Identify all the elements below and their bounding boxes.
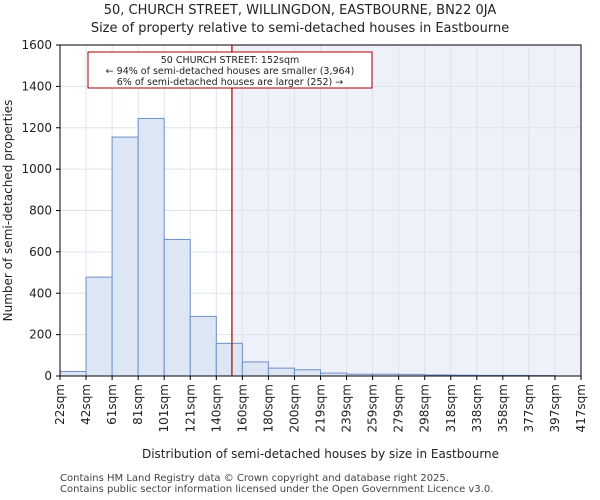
histogram-bar	[85, 276, 113, 377]
histogram-bar	[163, 238, 191, 377]
x-tick-label: 121sqm	[183, 384, 197, 432]
x-tick-label: 180sqm	[261, 384, 275, 432]
histogram-bar	[267, 367, 295, 377]
x-tick-label: 417sqm	[574, 384, 588, 432]
y-tick-label: 1600	[21, 38, 52, 52]
y-axis-label: Number of semi-detached properties	[1, 100, 15, 322]
y-tick-label: 200	[29, 328, 52, 342]
y-tick-label: 1000	[21, 162, 52, 176]
x-tick-label: 22sqm	[53, 384, 67, 425]
x-tick-label: 140sqm	[209, 384, 223, 432]
x-tick-label: 101sqm	[157, 384, 171, 432]
x-tick-label: 219sqm	[314, 384, 328, 432]
x-tick-label: 377sqm	[522, 384, 536, 432]
y-tick-label: 1200	[21, 121, 52, 135]
x-tick-label: 61sqm	[105, 384, 119, 425]
x-tick-label: 81sqm	[131, 384, 145, 425]
x-tick-label: 160sqm	[235, 384, 249, 432]
histogram-bar	[241, 361, 269, 377]
chart-title: Size of property relative to semi-detach…	[90, 21, 510, 36]
chart-title-address: 50, CHURCH STREET, WILLINGDON, EASTBOURN…	[103, 3, 497, 18]
histogram-bar	[59, 370, 87, 377]
histogram-bar	[111, 136, 139, 377]
footer-copyright: Contains HM Land Registry data © Crown c…	[60, 473, 449, 484]
histogram-chart: 0 200 400 600 800 1000 1200 1400 1600 22sqm 42sqm 6…	[1, 38, 588, 461]
x-tick-label: 318sqm	[444, 384, 458, 432]
x-axis-label: Distribution of semi-detached houses by …	[142, 447, 499, 461]
x-tick-label: 338sqm	[470, 384, 484, 432]
annotation-box	[87, 51, 373, 89]
y-tick-label: 400	[29, 286, 52, 300]
x-tick-label: 279sqm	[392, 384, 406, 432]
x-tick-label: 397sqm	[548, 384, 562, 432]
x-tick-label: 298sqm	[418, 384, 432, 432]
y-tick-label: 600	[29, 245, 52, 259]
histogram-bar	[189, 315, 217, 377]
x-tick-label: 42sqm	[79, 384, 93, 425]
y-tick-label: 1400	[21, 79, 52, 93]
annotation-line-3: 6% of semi-detached houses are larger (2…	[117, 77, 344, 88]
histogram-bar	[137, 117, 165, 377]
x-tick-label: 200sqm	[287, 384, 301, 432]
annotation-line-2: ← 94% of semi-detached houses are smalle…	[106, 66, 355, 77]
footer-licence: Contains public sector information licen…	[60, 484, 494, 495]
x-tick-label: 239sqm	[340, 384, 354, 432]
histogram-bar	[293, 369, 322, 377]
y-tick-label: 800	[29, 204, 52, 218]
y-tick-label: 0	[44, 369, 52, 383]
histogram-bar	[215, 342, 243, 377]
annotation-line-1: 50 CHURCH STREET: 152sqm	[161, 55, 300, 66]
x-tick-label: 259sqm	[366, 384, 380, 432]
x-tick-label: 358sqm	[496, 384, 510, 432]
